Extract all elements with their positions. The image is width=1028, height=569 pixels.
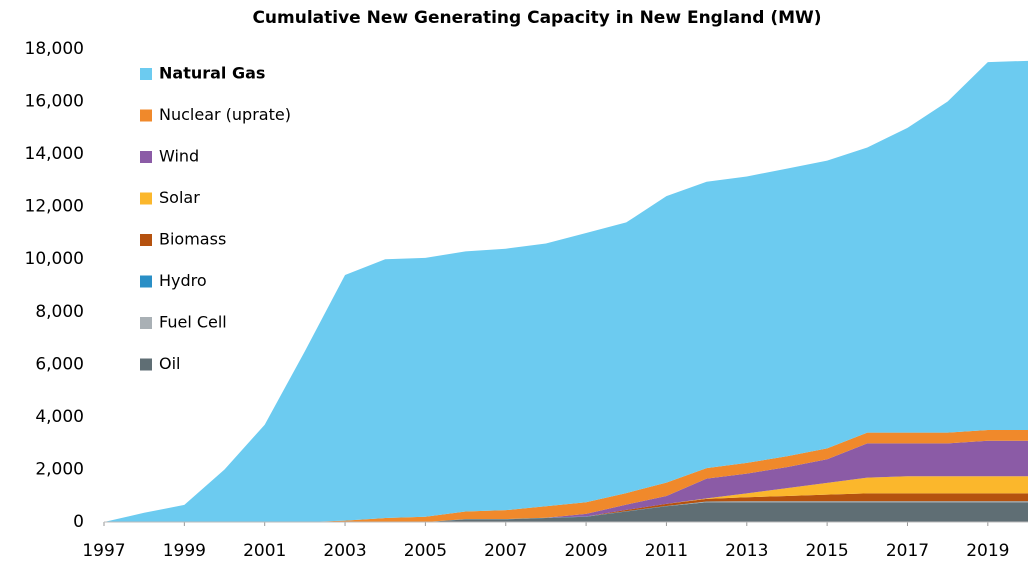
x-tick-label: 2005 bbox=[404, 541, 447, 561]
area bbox=[104, 440, 1028, 522]
x-tick-label: 2011 bbox=[645, 541, 688, 561]
y-tick-label: 8,000 bbox=[35, 302, 84, 322]
y-tick-label: 6,000 bbox=[35, 354, 84, 374]
legend-swatch bbox=[140, 109, 152, 122]
x-tick-label: 1999 bbox=[163, 541, 206, 561]
x-tick-label: 2017 bbox=[886, 541, 929, 561]
legend-swatch bbox=[140, 317, 152, 329]
area bbox=[104, 476, 1028, 522]
x-tick-label: 2015 bbox=[805, 541, 848, 561]
legend-swatch bbox=[140, 192, 152, 205]
area bbox=[104, 493, 1028, 522]
x-tick-label: 2013 bbox=[725, 541, 768, 561]
legend-swatch bbox=[140, 358, 152, 371]
legend-label: Fuel Cell bbox=[159, 313, 227, 332]
area bbox=[104, 60, 1028, 522]
legend-label: Hydro bbox=[159, 271, 207, 290]
x-tick-label: 1997 bbox=[82, 541, 125, 561]
legend-label: Natural Gas bbox=[159, 64, 265, 83]
legend-label: Solar bbox=[159, 188, 200, 207]
x-tick-label: 2001 bbox=[243, 541, 286, 561]
chart-title: Cumulative New Generating Capacity in Ne… bbox=[252, 8, 821, 28]
legend-label: Biomass bbox=[159, 230, 226, 249]
y-tick-label: 0 bbox=[73, 512, 84, 532]
legend-label: Oil bbox=[159, 354, 180, 373]
legend-label: Nuclear (uprate) bbox=[159, 105, 291, 124]
x-tick-label: 2007 bbox=[484, 541, 527, 561]
y-tick-label: 4,000 bbox=[35, 407, 84, 427]
x-tick-label: 2019 bbox=[966, 541, 1009, 561]
y-tick-label: 2,000 bbox=[35, 459, 84, 479]
y-tick-label: 12,000 bbox=[25, 197, 84, 217]
y-tick-label: 18,000 bbox=[25, 39, 84, 59]
y-tick-label: 16,000 bbox=[25, 92, 84, 112]
x-tick-label: 2003 bbox=[323, 541, 366, 561]
legend-label: Wind bbox=[159, 147, 199, 166]
y-tick-label: 10,000 bbox=[25, 249, 84, 269]
legend-swatch bbox=[140, 234, 152, 246]
x-tick-label: 2009 bbox=[564, 541, 607, 561]
legend-swatch bbox=[140, 275, 152, 288]
area bbox=[104, 430, 1028, 522]
legend-swatch bbox=[140, 68, 152, 80]
y-tick-label: 14,000 bbox=[25, 144, 84, 164]
area bbox=[104, 502, 1028, 522]
legend-swatch bbox=[140, 151, 152, 163]
